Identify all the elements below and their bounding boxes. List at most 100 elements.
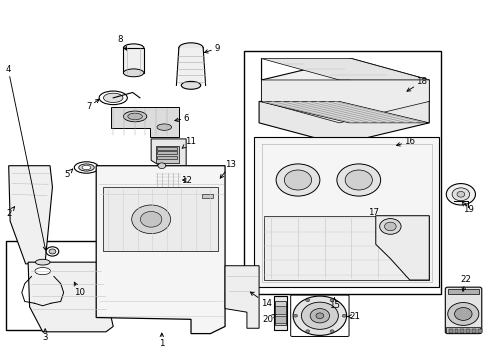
Circle shape <box>336 164 380 196</box>
Text: 15: 15 <box>328 298 339 310</box>
Polygon shape <box>179 48 203 85</box>
Polygon shape <box>111 107 179 137</box>
Bar <box>6 241 103 330</box>
Circle shape <box>140 211 162 227</box>
Circle shape <box>309 309 329 323</box>
Polygon shape <box>261 59 428 80</box>
Text: 5: 5 <box>64 169 73 179</box>
Polygon shape <box>375 216 428 280</box>
Bar <box>275 301 285 325</box>
Text: 18: 18 <box>406 77 427 91</box>
Text: 20: 20 <box>262 314 276 324</box>
Polygon shape <box>9 166 52 264</box>
Circle shape <box>46 247 59 256</box>
Bar <box>275 316 285 323</box>
Polygon shape <box>259 102 428 123</box>
Ellipse shape <box>74 162 99 173</box>
Circle shape <box>454 307 471 320</box>
Ellipse shape <box>123 44 143 52</box>
Text: 8: 8 <box>118 35 126 50</box>
Text: 19: 19 <box>461 202 473 214</box>
Circle shape <box>446 184 474 205</box>
Text: 16: 16 <box>396 137 414 146</box>
Ellipse shape <box>157 124 171 130</box>
Polygon shape <box>96 166 224 334</box>
Text: 1: 1 <box>159 333 164 348</box>
Polygon shape <box>224 266 259 328</box>
Ellipse shape <box>35 267 50 275</box>
Circle shape <box>451 188 468 201</box>
Circle shape <box>305 299 309 302</box>
Ellipse shape <box>99 91 127 105</box>
Bar <box>202 194 212 198</box>
Circle shape <box>345 170 372 190</box>
Ellipse shape <box>35 259 50 265</box>
Bar <box>459 329 463 333</box>
Polygon shape <box>28 262 113 332</box>
Circle shape <box>305 330 309 333</box>
Bar <box>103 187 217 251</box>
Circle shape <box>293 314 297 317</box>
Ellipse shape <box>30 265 55 277</box>
Ellipse shape <box>82 165 91 170</box>
Bar <box>446 327 479 333</box>
Text: 17: 17 <box>367 208 388 228</box>
Bar <box>471 329 475 333</box>
Polygon shape <box>261 59 428 123</box>
Text: 6: 6 <box>175 114 188 123</box>
Bar <box>157 147 177 150</box>
Circle shape <box>131 205 170 234</box>
Ellipse shape <box>103 93 122 103</box>
Bar <box>156 146 179 163</box>
Circle shape <box>158 163 165 168</box>
Bar <box>465 329 469 333</box>
Text: 12: 12 <box>180 176 191 185</box>
FancyBboxPatch shape <box>445 287 481 334</box>
Bar <box>123 48 143 73</box>
Circle shape <box>122 198 180 241</box>
Circle shape <box>276 164 319 196</box>
Circle shape <box>301 302 338 329</box>
Circle shape <box>447 302 478 325</box>
Polygon shape <box>151 139 186 169</box>
Bar <box>157 156 177 159</box>
Circle shape <box>315 313 323 319</box>
Polygon shape <box>200 169 220 214</box>
Text: 10: 10 <box>74 282 84 297</box>
Bar <box>448 329 452 333</box>
Ellipse shape <box>181 81 201 89</box>
Text: 2: 2 <box>6 207 15 219</box>
Text: 7: 7 <box>86 99 99 111</box>
Circle shape <box>49 249 56 254</box>
Ellipse shape <box>127 113 142 120</box>
Ellipse shape <box>79 164 94 171</box>
Polygon shape <box>261 80 428 123</box>
Text: 3: 3 <box>42 329 48 342</box>
Bar <box>203 190 211 211</box>
Bar <box>477 329 481 333</box>
Bar <box>157 151 177 154</box>
Ellipse shape <box>123 69 143 77</box>
Text: 13: 13 <box>220 160 236 178</box>
Bar <box>264 216 428 280</box>
Text: 22: 22 <box>459 275 470 291</box>
Bar <box>447 289 478 294</box>
Ellipse shape <box>179 43 203 53</box>
Polygon shape <box>259 102 428 144</box>
Text: 9: 9 <box>204 44 219 53</box>
Text: 21: 21 <box>346 312 360 321</box>
Bar <box>454 329 458 333</box>
Circle shape <box>379 219 400 234</box>
Circle shape <box>329 330 333 333</box>
Circle shape <box>329 299 333 302</box>
Bar <box>275 306 285 314</box>
Circle shape <box>292 296 346 336</box>
Bar <box>154 172 183 187</box>
Circle shape <box>342 314 346 317</box>
Circle shape <box>384 222 395 231</box>
Ellipse shape <box>123 111 146 122</box>
Bar <box>273 296 287 330</box>
Circle shape <box>284 170 311 190</box>
Text: 4: 4 <box>5 65 46 250</box>
Polygon shape <box>254 137 438 287</box>
